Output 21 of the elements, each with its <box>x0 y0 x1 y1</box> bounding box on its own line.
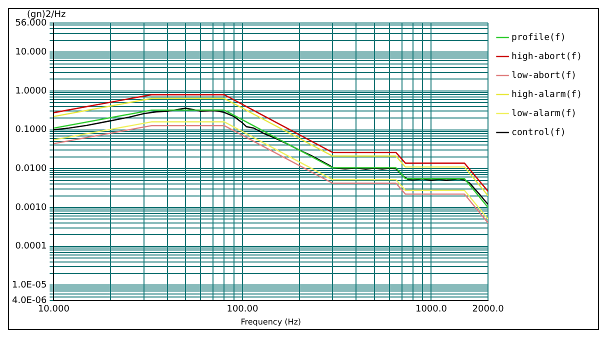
x-tick-label: 2000.0 <box>472 304 504 314</box>
legend-label: high-alarm(f) <box>512 90 582 100</box>
x-tick-label: 100.00 <box>226 304 258 314</box>
legend-label: profile(f) <box>512 32 566 43</box>
y-tick-label: 4.0E-06 <box>12 296 47 306</box>
legend-label: high-abort(f) <box>512 52 582 62</box>
y-tick-label: 0.0001 <box>15 242 47 252</box>
y-tick-label: 0.0100 <box>15 164 47 174</box>
y-axis-title: (gn)2/Hz <box>27 10 66 20</box>
legend-label: low-alarm(f) <box>512 108 577 119</box>
y-tick-label: 0.1000 <box>15 125 47 136</box>
x-tick-label: 10.000 <box>38 304 70 314</box>
y-tick-label: 10.000 <box>15 47 47 58</box>
y-tick-label: 0.0010 <box>15 202 47 213</box>
legend-label: control(f) <box>512 128 566 138</box>
x-tick-label: 1000.0 <box>415 304 448 314</box>
y-tick-label: 1.0E-05 <box>12 280 47 290</box>
y-tick-label: 1.0000 <box>15 86 47 96</box>
y-tick-label: 56.000 <box>15 18 47 28</box>
legend-label: low-abort(f) <box>512 70 577 81</box>
x-axis-title: Frequency (Hz) <box>240 317 302 326</box>
